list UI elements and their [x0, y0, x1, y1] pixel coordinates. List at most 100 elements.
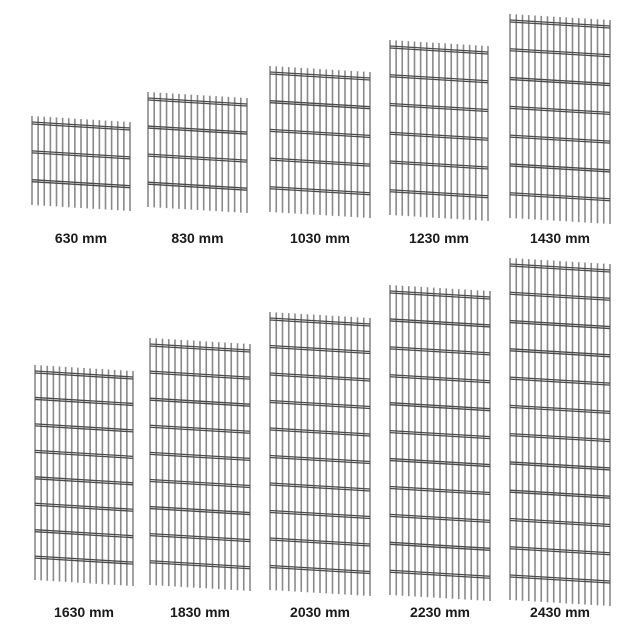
horizontal-bar — [269, 454, 371, 463]
horizontal-bar — [149, 562, 251, 570]
horizontal-bar — [389, 429, 491, 438]
horizontal-bar — [509, 546, 611, 554]
horizontal-bar — [149, 426, 251, 434]
horizontal-bar — [269, 159, 371, 167]
horizontal-bar — [149, 478, 251, 487]
horizontal-bar — [269, 344, 371, 353]
horizontal-bar — [389, 543, 491, 551]
horizontal-bar — [389, 76, 489, 84]
horizontal-bar — [389, 346, 491, 354]
horizontal-bar — [389, 104, 489, 113]
fence-panel-drawing — [509, 14, 611, 224]
horizontal-bar — [509, 548, 611, 556]
horizontal-bar — [31, 181, 131, 189]
panel-height-label: 2030 mm — [290, 604, 350, 620]
horizontal-bar — [269, 539, 371, 547]
fence-panel-drawing — [34, 365, 134, 586]
horizontal-bar — [389, 541, 491, 549]
horizontal-bar — [269, 427, 371, 435]
horizontal-bar — [149, 480, 251, 489]
horizontal-bar — [509, 165, 611, 173]
horizontal-bar — [31, 123, 131, 131]
horizontal-bar — [269, 128, 371, 137]
horizontal-bar — [389, 189, 489, 197]
horizontal-bar — [149, 533, 251, 541]
horizontal-bar — [509, 435, 611, 443]
horizontal-bar — [389, 131, 489, 139]
panel-height-label: 1230 mm — [409, 230, 469, 246]
horizontal-bar — [509, 378, 611, 386]
horizontal-bar — [269, 429, 371, 437]
horizontal-bar — [389, 45, 489, 53]
horizontal-bar — [509, 433, 611, 441]
horizontal-bar — [389, 513, 491, 522]
horizontal-bar — [389, 374, 491, 382]
fence-panel-drawing — [389, 285, 491, 601]
panel-height-label: 830 mm — [171, 230, 224, 246]
horizontal-bar — [149, 343, 251, 351]
horizontal-bar — [389, 348, 491, 356]
panel-height-label: 2430 mm — [530, 604, 590, 620]
horizontal-bar — [269, 509, 371, 518]
horizontal-bar — [269, 511, 371, 520]
horizontal-bar — [509, 489, 611, 497]
horizontal-bar — [389, 47, 489, 55]
horizontal-bar — [509, 21, 611, 29]
horizontal-bar — [509, 293, 611, 301]
horizontal-bar — [269, 566, 371, 575]
horizontal-bar — [389, 102, 489, 111]
fence-panel-drawing — [389, 40, 489, 221]
horizontal-bar — [509, 517, 611, 526]
horizontal-bar — [269, 401, 371, 410]
horizontal-bar — [509, 461, 611, 469]
horizontal-bar — [147, 155, 248, 163]
horizontal-bar — [509, 406, 611, 415]
horizontal-bar — [509, 404, 611, 413]
fence-panel-drawing — [269, 66, 371, 218]
horizontal-bar — [34, 398, 134, 407]
horizontal-bar — [34, 372, 134, 380]
horizontal-bar — [509, 105, 611, 114]
horizontal-bar — [509, 576, 611, 584]
horizontal-bar — [389, 487, 491, 496]
panel-height-label: 1430 mm — [530, 230, 590, 246]
horizontal-bar — [389, 485, 491, 494]
horizontal-bar — [269, 100, 371, 108]
horizontal-bar — [269, 374, 371, 382]
horizontal-bar — [389, 133, 489, 141]
horizontal-bar — [509, 107, 611, 116]
panel-height-label: 2230 mm — [410, 604, 470, 620]
horizontal-bar — [34, 555, 134, 563]
horizontal-bar — [389, 457, 491, 466]
horizontal-bar — [149, 345, 251, 353]
horizontal-bar — [149, 505, 251, 514]
horizontal-bar — [149, 424, 251, 432]
horizontal-bar — [509, 163, 611, 171]
horizontal-bar — [389, 292, 491, 300]
panel-height-label: 1630 mm — [54, 604, 114, 620]
horizontal-bar — [389, 290, 491, 298]
horizontal-bar — [389, 404, 491, 412]
horizontal-bar — [147, 127, 248, 135]
horizontal-bar — [509, 291, 611, 299]
horizontal-bar — [269, 346, 371, 355]
horizontal-bar — [389, 320, 491, 328]
horizontal-bar — [509, 519, 611, 528]
horizontal-bar — [269, 186, 371, 194]
horizontal-bar — [509, 263, 611, 271]
horizontal-bar — [389, 191, 489, 199]
horizontal-bar — [34, 423, 134, 431]
horizontal-bar — [269, 157, 371, 165]
horizontal-bar — [389, 515, 491, 524]
horizontal-bar — [509, 134, 611, 142]
fence-panel-drawing — [149, 338, 251, 591]
horizontal-bar — [31, 179, 131, 187]
fence-panel-drawing — [147, 92, 248, 213]
horizontal-bar — [389, 459, 491, 468]
fence-panel-drawing — [31, 116, 131, 211]
horizontal-bar — [509, 491, 611, 499]
horizontal-bar — [269, 130, 371, 139]
horizontal-bar — [509, 321, 611, 330]
horizontal-bar — [509, 574, 611, 582]
horizontal-bar — [389, 571, 491, 579]
